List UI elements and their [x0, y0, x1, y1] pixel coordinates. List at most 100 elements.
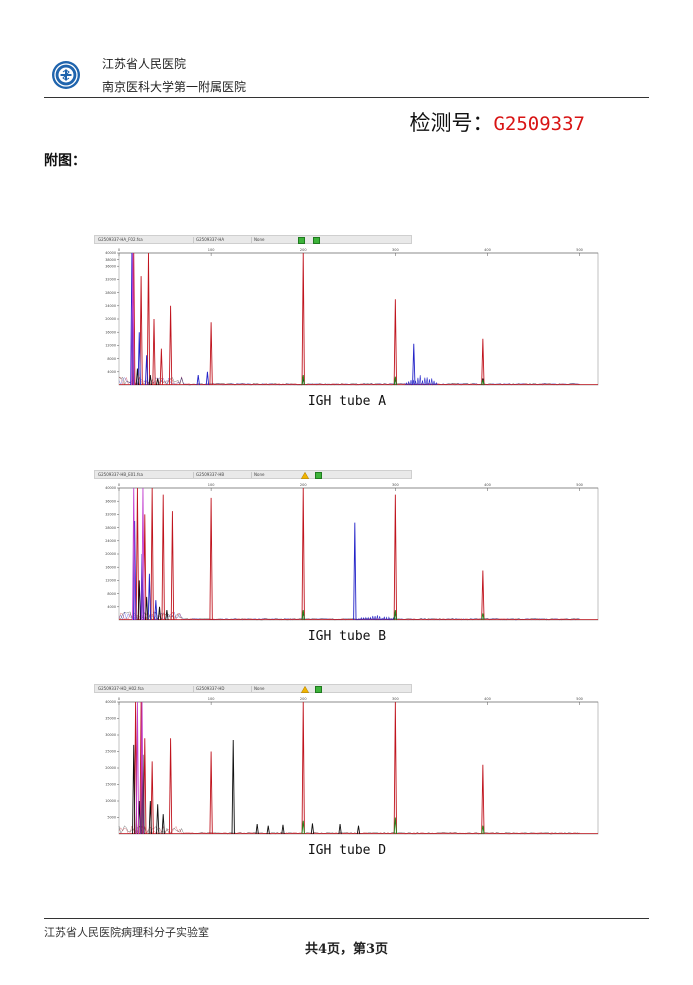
peak-blue: [147, 573, 152, 621]
cluster-peak-blue: [414, 380, 417, 386]
y-tick-label: 36000: [105, 264, 116, 268]
peak-green: [481, 825, 485, 835]
toolbar-sample-id[interactable]: G2509337-HD: [193, 686, 247, 692]
x-tick-label: 500: [576, 248, 583, 252]
peak-blue: [412, 343, 416, 386]
peak-red: [481, 570, 485, 621]
y-tick-label: 15000: [105, 783, 116, 787]
x-tick-label: 0: [118, 697, 120, 701]
x-tick-label: 0: [118, 248, 120, 252]
peak-red: [139, 701, 143, 835]
cluster-peak-blue: [378, 616, 381, 621]
cluster-peak-blue: [385, 616, 388, 621]
toolbar-file-name[interactable]: G2509337-HA_F02.fsa: [98, 237, 143, 242]
green-status-icon[interactable]: [315, 686, 322, 693]
test-number-value: G2509337: [493, 113, 585, 135]
peak-red: [161, 494, 165, 621]
peak-red: [159, 348, 164, 386]
peak-black: [156, 804, 160, 835]
peak-black: [156, 378, 160, 386]
green-status-icon[interactable]: [298, 237, 305, 244]
peak-magenta: [132, 487, 136, 621]
toolbar-sample-id[interactable]: G2509337-HA: [193, 237, 247, 243]
cluster-peak-blue: [371, 615, 374, 621]
cluster-peak-blue: [390, 617, 393, 621]
toolbar-file-name[interactable]: G2509337-HB_E01.fsa: [98, 472, 143, 477]
peak-black: [157, 606, 162, 621]
warning-status-icon[interactable]: [301, 472, 309, 479]
hospital-name-affiliate: 南京医科大学第一附属医院: [102, 80, 247, 94]
peak-black: [356, 825, 361, 835]
cluster-peak-blue: [383, 616, 386, 621]
y-tick-label: 4000: [107, 370, 116, 374]
cluster-peak-blue: [419, 375, 422, 386]
peak-blue: [154, 600, 158, 621]
y-tick-label: 25000: [105, 750, 116, 754]
y-tick-label: 36000: [105, 499, 116, 503]
cluster-peak-blue: [360, 616, 363, 621]
x-tick-label: 100: [208, 483, 215, 487]
y-tick-label: 16000: [105, 565, 116, 569]
y-tick-label: 30000: [105, 733, 116, 737]
toolbar-file-name[interactable]: G2509337-HD_H02.fsa: [98, 686, 144, 691]
green-status-icon[interactable]: [315, 472, 322, 479]
panel-caption: IGH tube B: [307, 629, 387, 644]
panel-caption: IGH tube D: [307, 843, 387, 858]
peak-magenta: [131, 252, 135, 386]
cluster-peak-blue: [428, 379, 431, 386]
x-tick-label: 300: [392, 483, 399, 487]
y-tick-label: 38000: [105, 258, 116, 262]
y-tick-label: 16000: [105, 330, 116, 334]
y-tick-label: 8000: [107, 592, 116, 596]
peak-green: [301, 610, 305, 621]
x-tick-label: 200: [300, 697, 307, 701]
cluster-peak-blue: [426, 377, 429, 386]
peak-green: [481, 379, 485, 386]
toolbar-mode[interactable]: None: [251, 237, 291, 243]
cluster-peak-blue: [416, 377, 420, 386]
cluster-peak-blue: [421, 380, 424, 386]
green-status-icon[interactable]: [313, 237, 320, 244]
peak-blue: [353, 522, 357, 621]
peak-green: [301, 820, 305, 835]
peak-blue: [130, 252, 134, 386]
peak-red: [393, 299, 397, 386]
x-tick-label: 200: [300, 248, 307, 252]
y-tick-label: 12000: [105, 579, 116, 583]
cluster-peak-blue: [435, 382, 438, 386]
cluster-peak-blue: [367, 616, 370, 621]
peak-red: [135, 487, 140, 621]
peak-red: [168, 738, 173, 835]
peak-blue: [133, 520, 137, 621]
footer-divider: [44, 918, 649, 919]
x-tick-label: 100: [208, 697, 215, 701]
peak-red: [139, 276, 143, 386]
cluster-peak-blue: [387, 616, 390, 621]
cluster-peak-blue: [376, 615, 379, 621]
toolbar-sample-id[interactable]: G2509337-HB: [193, 472, 247, 478]
peak-red: [481, 338, 485, 386]
y-tick-label: 20000: [105, 766, 116, 770]
peak-magenta: [135, 701, 140, 835]
x-tick-label: 300: [392, 697, 399, 701]
toolbar-mode[interactable]: None: [251, 472, 291, 478]
peak-blue: [196, 375, 200, 386]
cluster-peak-blue: [364, 616, 367, 621]
x-tick-label: 400: [484, 483, 491, 487]
cluster-peak-blue: [355, 618, 358, 621]
y-tick-label: 40000: [105, 700, 116, 704]
peak-black: [281, 824, 285, 835]
warning-status-icon[interactable]: [301, 686, 309, 693]
y-tick-label: 40000: [105, 486, 116, 490]
peak-black: [148, 800, 152, 835]
peak-black: [255, 824, 259, 835]
panel-caption: IGH tube A: [307, 394, 387, 409]
cluster-peak-blue: [380, 617, 384, 621]
header-divider: [44, 97, 649, 98]
peak-red: [481, 764, 485, 835]
electropherogram-chart: 0 100 200 300 400 500 40000 35000 30000 25000 2000…: [105, 697, 599, 835]
toolbar-mode[interactable]: None: [251, 686, 291, 692]
peak-black: [135, 368, 140, 386]
x-tick-label: 0: [118, 483, 120, 487]
cluster-peak-blue: [362, 616, 365, 621]
